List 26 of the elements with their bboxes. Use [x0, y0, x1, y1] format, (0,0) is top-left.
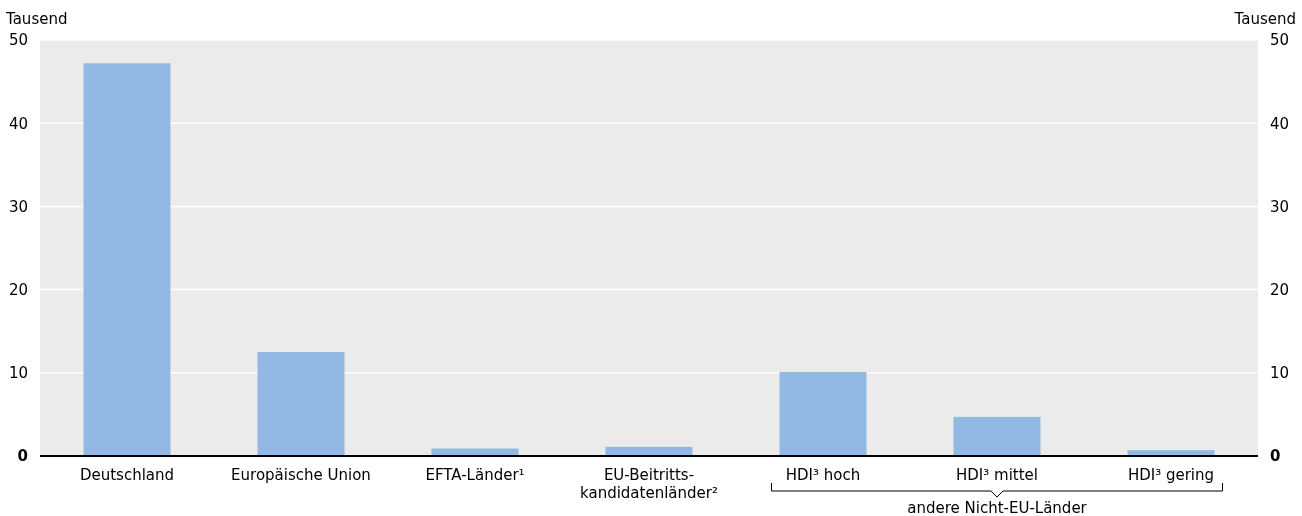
y2-tick-label: 40	[1270, 114, 1290, 133]
text: andere Nicht-EU-Länder	[907, 499, 1088, 516]
y2-tick-label: 50	[1270, 31, 1290, 50]
y2-tick-label: 10	[1270, 364, 1290, 383]
y2-tick-label: 0	[1270, 447, 1281, 466]
y2-tick-label: 30	[1270, 197, 1290, 216]
y-tick-label: 40	[8, 114, 28, 133]
x-tick-label: Deutschland	[79, 466, 175, 484]
bar	[83, 63, 171, 456]
bar	[257, 352, 345, 456]
x-tick-label: HDI³ gering	[1127, 466, 1215, 484]
x-tick-label: HDI³ hoch	[785, 466, 861, 484]
y-tick-label: 0	[17, 447, 28, 466]
bar	[953, 416, 1041, 456]
x-tick-label: EU-Beitritts- kandidatenländer²	[580, 466, 718, 502]
y2-axis-title: Tausend	[1233, 10, 1296, 28]
y-axis-title: Tausend	[5, 10, 68, 28]
bar	[779, 371, 867, 456]
y-tick-label: 30	[8, 197, 28, 216]
y-tick-label: 10	[8, 364, 28, 383]
y-tick-label: 20	[8, 280, 28, 299]
x-tick-label: HDI³ mittel	[956, 466, 1038, 484]
y2-tick-label: 20	[1270, 280, 1290, 299]
x-tick-label: Europäische Union	[231, 466, 371, 484]
x-tick-label: EFTA-Länder¹	[425, 466, 525, 484]
y-tick-label: 50	[8, 31, 28, 50]
